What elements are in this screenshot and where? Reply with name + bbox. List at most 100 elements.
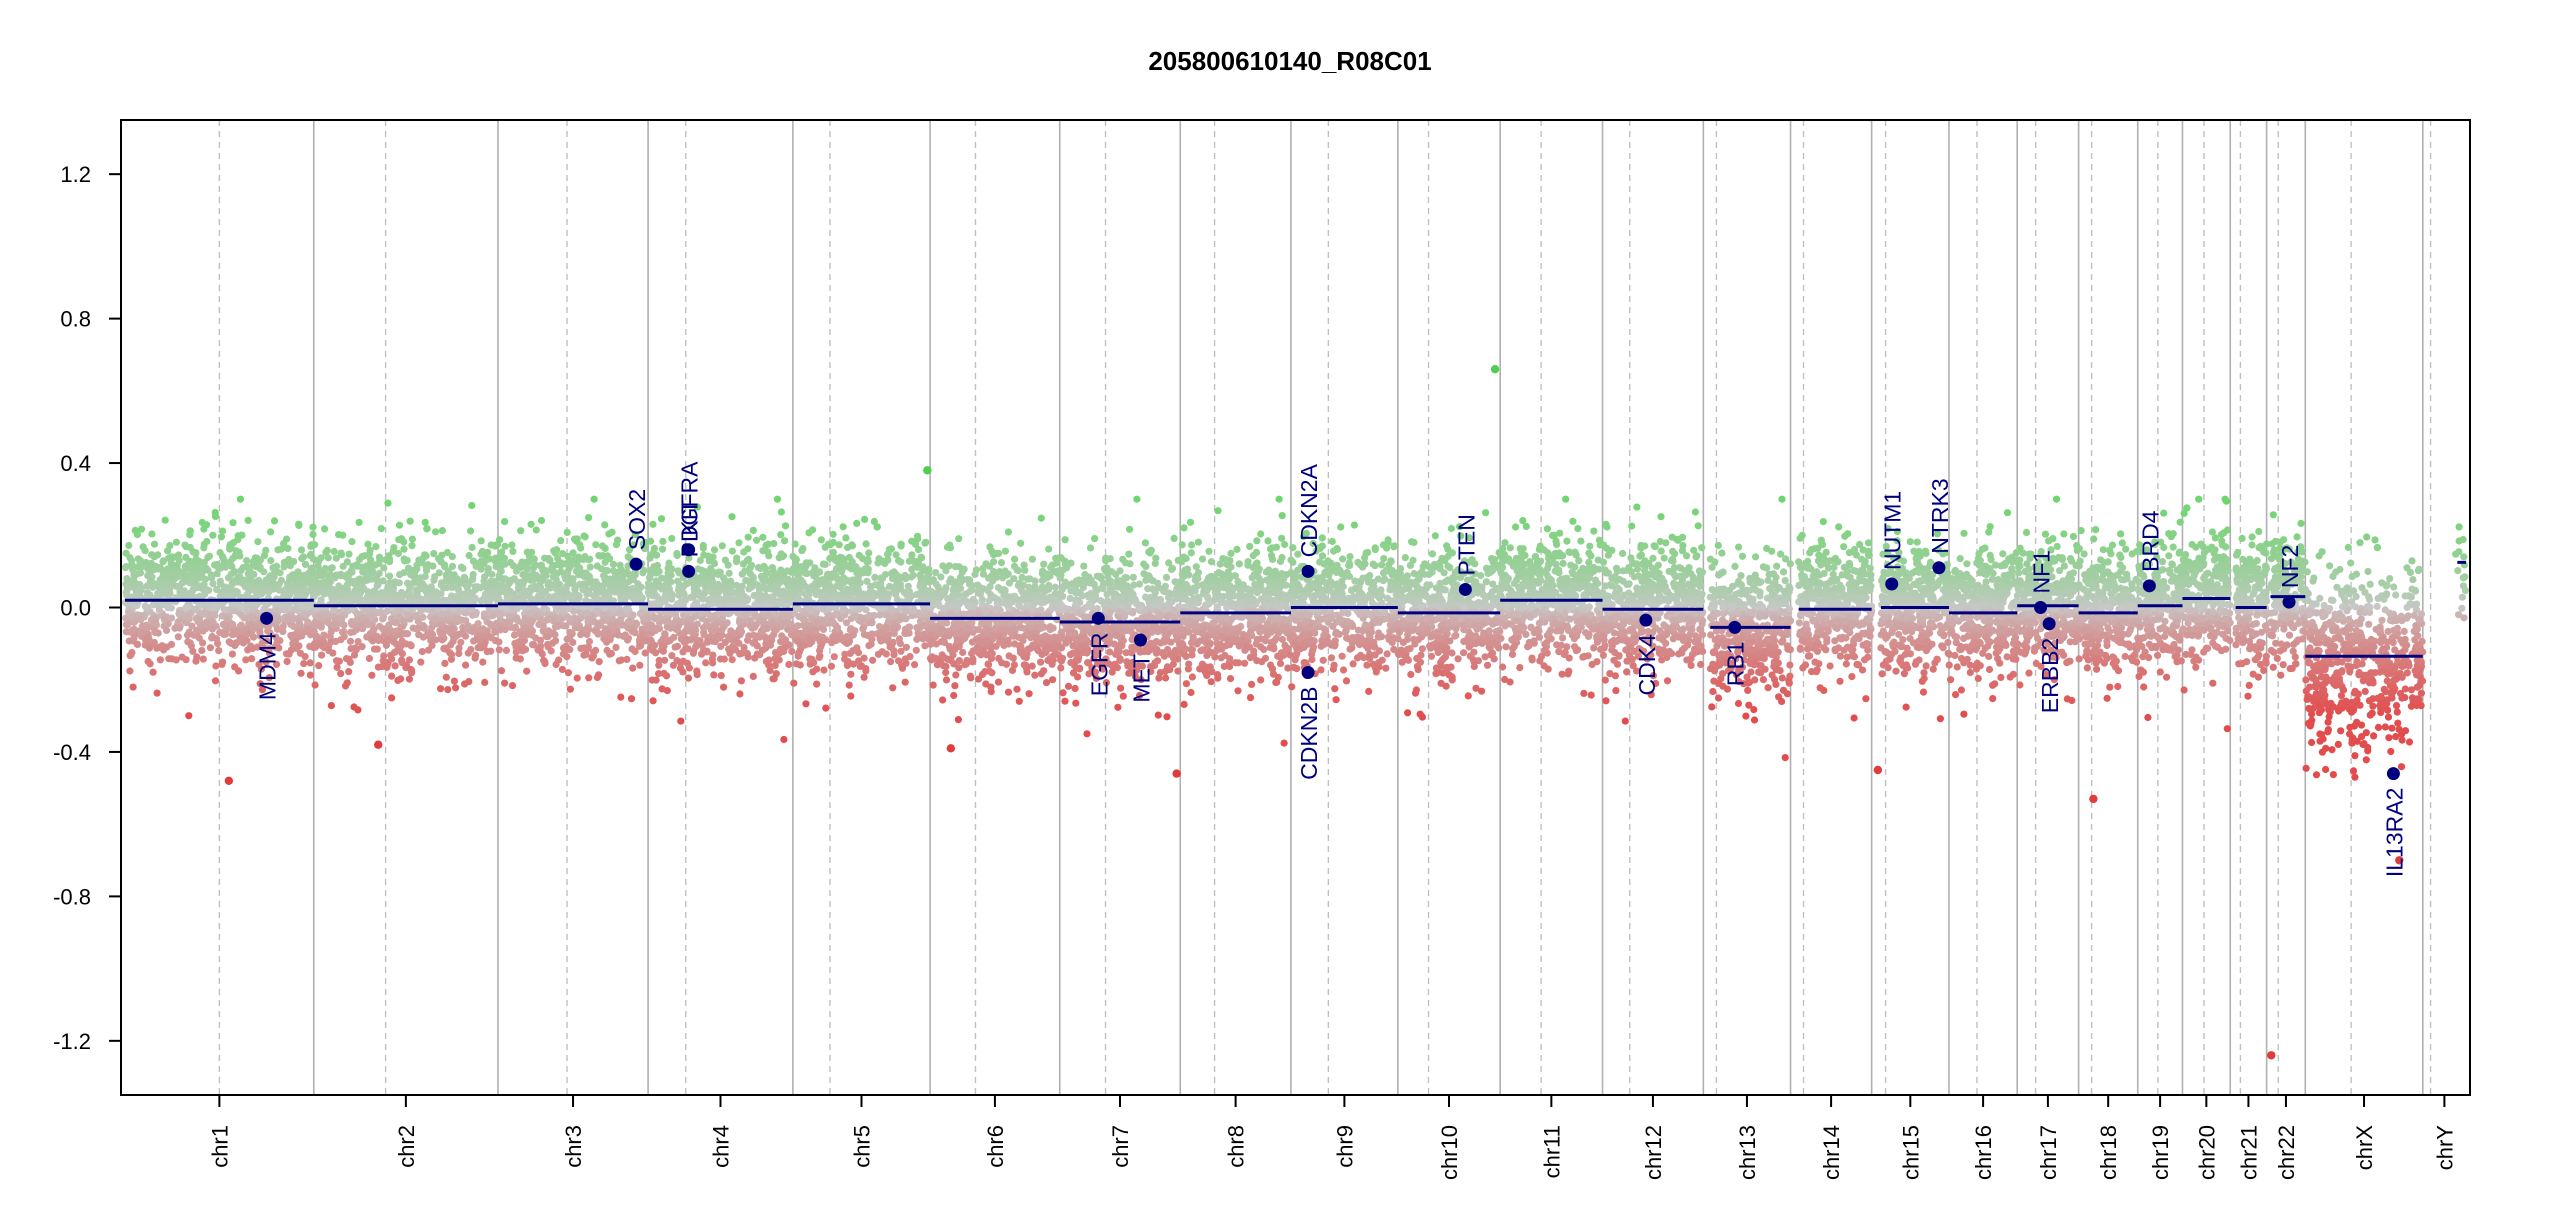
probe-point — [175, 633, 182, 640]
probe-point — [419, 648, 426, 655]
probe-point — [230, 631, 237, 638]
probe-point — [884, 556, 891, 563]
probe-point — [993, 550, 1000, 557]
probe-point — [397, 631, 404, 638]
probe-point — [649, 521, 656, 528]
probe-point — [586, 590, 593, 597]
probe-point — [400, 538, 407, 545]
probe-point — [623, 593, 630, 600]
probe-point — [297, 670, 304, 677]
probe-point — [570, 549, 577, 556]
probe-point — [556, 581, 563, 588]
probe-point — [231, 663, 238, 670]
probe-point — [344, 679, 351, 686]
probe-point — [596, 658, 603, 665]
probe-point — [566, 646, 573, 653]
probe-point — [225, 574, 232, 581]
probe-point — [188, 623, 195, 630]
probe-point — [1045, 644, 1052, 651]
probe-point — [496, 646, 503, 653]
probe-point — [439, 527, 446, 534]
probe-point — [152, 619, 159, 626]
probe-point — [477, 584, 484, 591]
probe-point — [1039, 568, 1046, 575]
probe-point — [478, 537, 485, 544]
probe-point — [366, 655, 373, 662]
probe-point — [266, 588, 273, 595]
probe-point — [429, 563, 436, 570]
probe-point — [676, 569, 683, 576]
probe-point — [599, 552, 606, 559]
probe-point — [549, 640, 556, 647]
probe-point — [361, 608, 368, 615]
probe-point — [995, 679, 1002, 686]
probe-point — [333, 572, 340, 579]
probe-point — [879, 575, 886, 582]
probe-point — [498, 587, 505, 594]
probe-point — [534, 612, 541, 619]
probe-point — [148, 560, 155, 567]
probe-point — [1130, 574, 1137, 581]
probe-point — [396, 522, 403, 529]
probe-point — [220, 621, 227, 628]
probe-point — [982, 560, 989, 567]
probe-point — [860, 590, 867, 597]
probe-point — [831, 653, 838, 660]
probe-point — [513, 616, 520, 623]
probe-point — [579, 586, 586, 593]
probe-point — [134, 641, 141, 648]
probe-point — [406, 656, 413, 663]
probe-point — [877, 582, 884, 589]
probe-point — [380, 564, 387, 571]
probe-point — [227, 558, 234, 565]
probe-point — [551, 631, 558, 638]
probe-point — [806, 636, 813, 643]
probe-point — [853, 569, 860, 576]
probe-point — [455, 650, 462, 657]
probe-point — [212, 509, 219, 516]
probe-point — [985, 661, 992, 668]
probe-point — [1002, 548, 1009, 555]
probe-point — [889, 684, 896, 691]
probe-point — [485, 633, 492, 640]
probe-point — [610, 606, 617, 613]
probe-point — [922, 592, 929, 599]
probe-point — [176, 572, 183, 579]
probe-point — [865, 642, 872, 649]
probe-point — [709, 659, 716, 666]
probe-point — [347, 638, 354, 645]
probe-point — [908, 593, 915, 600]
probe-point — [312, 575, 319, 582]
probe-point — [303, 589, 310, 596]
probe-point — [142, 637, 149, 644]
probe-point — [198, 571, 205, 578]
probe-point — [886, 613, 893, 620]
probe-point — [142, 547, 149, 554]
probe-point — [968, 602, 975, 609]
probe-point — [1029, 556, 1036, 563]
probe-point — [159, 642, 166, 649]
probe-point — [438, 611, 445, 618]
probe-point — [529, 641, 536, 648]
chart-title: 205800610140_R08C01 — [1148, 46, 1431, 76]
probe-point — [484, 648, 491, 655]
probe-point — [380, 577, 387, 584]
probe-point — [481, 594, 488, 601]
probe-point — [584, 626, 591, 633]
probe-point — [1163, 713, 1170, 720]
probe-point — [123, 589, 130, 596]
probe-point — [1042, 632, 1049, 639]
probe-point — [526, 559, 533, 566]
probe-point — [843, 633, 850, 640]
probe-point — [246, 567, 253, 574]
probe-point — [826, 582, 833, 589]
probe-point — [780, 736, 787, 743]
probe-point — [1012, 595, 1019, 602]
probe-point — [1015, 634, 1022, 641]
probe-point — [311, 541, 318, 548]
probe-point — [187, 639, 194, 646]
probe-point — [934, 661, 941, 668]
probe-point — [517, 655, 524, 662]
probe-point — [138, 562, 145, 569]
